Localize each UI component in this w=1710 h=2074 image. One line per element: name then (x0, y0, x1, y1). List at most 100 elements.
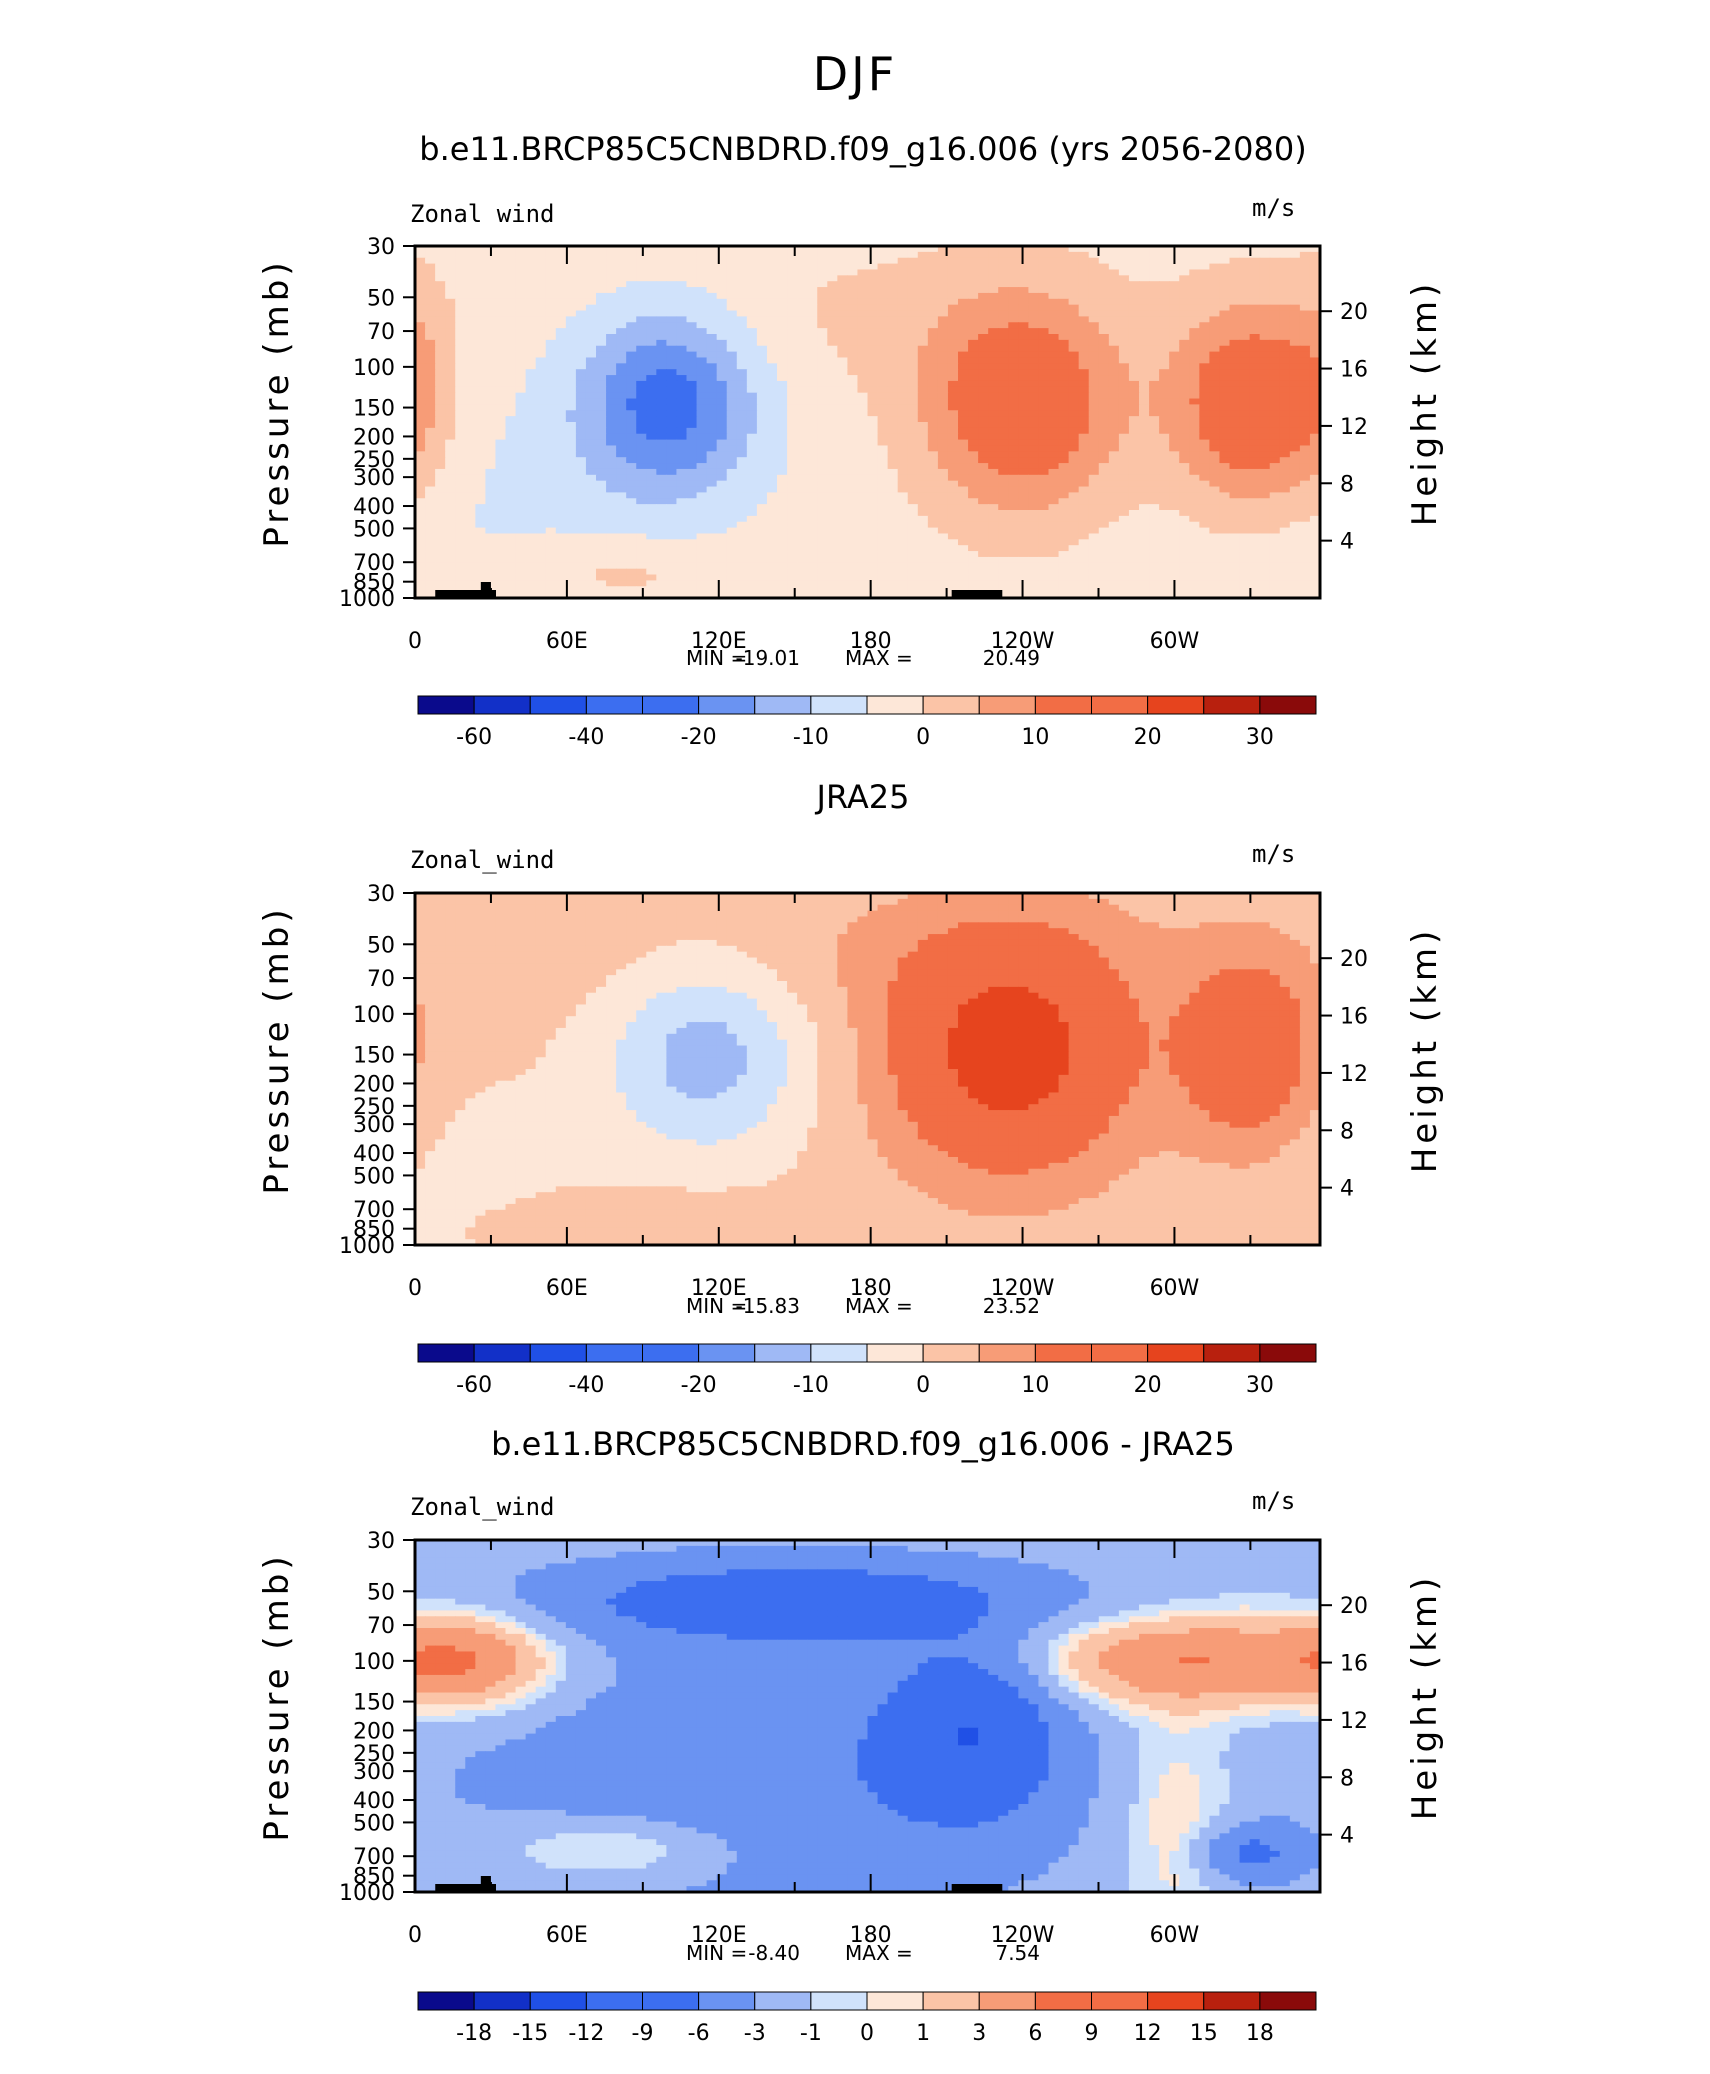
heatmap-cell (948, 522, 959, 528)
heatmap-cell (797, 393, 808, 399)
heatmap-cell (526, 322, 537, 328)
heatmap-cell (847, 557, 858, 563)
heatmap-cell (1008, 457, 1019, 463)
heatmap-cell (737, 528, 748, 534)
heatmap-cell (908, 305, 919, 311)
heatmap-cell (485, 264, 496, 270)
heatmap-cell (596, 498, 607, 504)
heatmap-cell (857, 264, 868, 270)
heatmap-cell (1219, 387, 1230, 393)
heatmap-cell (1038, 381, 1049, 387)
heatmap-cell (516, 510, 527, 516)
heatmap-cell (546, 299, 557, 305)
heatmap-cell (817, 451, 828, 457)
heatmap-cell (697, 533, 708, 539)
heatmap-cell (1230, 510, 1241, 516)
heatmap-cell (707, 287, 718, 293)
heatmap-cell (1079, 381, 1090, 387)
heatmap-cell (676, 481, 687, 487)
heatmap-cell (988, 363, 999, 369)
heatmap-cell (857, 387, 868, 393)
heatmap-cell (847, 545, 858, 551)
heatmap-cell (616, 387, 627, 393)
heatmap-cell (767, 346, 778, 352)
heatmap-cell (626, 440, 637, 446)
heatmap-cell (676, 393, 687, 399)
heatmap-cell (827, 416, 838, 422)
heatmap-cell (656, 316, 667, 322)
heatmap-cell (636, 404, 647, 410)
heatmap-cell (968, 375, 979, 381)
heatmap-cell (556, 528, 567, 534)
heatmap-cell (938, 264, 949, 270)
heatmap-cell (415, 428, 426, 434)
heatmap-cell (1089, 510, 1100, 516)
heatmap-cell (1189, 357, 1200, 363)
heatmap-cell (787, 287, 798, 293)
heatmap-cell (676, 369, 687, 375)
heatmap-cell (908, 528, 919, 534)
heatmap-cell (1089, 469, 1100, 475)
heatmap-cell (676, 416, 687, 422)
heatmap-cell (1099, 457, 1110, 463)
heatmap-cell (1199, 463, 1210, 469)
heatmap-cell (536, 375, 547, 381)
heatmap-cell (596, 492, 607, 498)
heatmap-cell (827, 481, 838, 487)
heatmap-cell (1270, 357, 1281, 363)
heatmap-cell (1129, 264, 1140, 270)
heatmap-cell (1300, 299, 1311, 305)
heatmap-cell (757, 481, 768, 487)
heatmap-cell (1109, 475, 1120, 481)
heatmap-cell (817, 293, 828, 299)
heatmap-cell (1069, 340, 1080, 346)
heatmap-cell (1159, 557, 1170, 563)
heatmap-cell (1139, 322, 1150, 328)
heatmap-cell (697, 487, 708, 493)
heatmap-cell (1270, 269, 1281, 275)
heatmap-cell (1028, 293, 1039, 299)
heatmap-cell (415, 334, 426, 340)
heatmap-cell (938, 557, 949, 563)
heatmap-cell (536, 404, 547, 410)
heatmap-cell (857, 393, 868, 399)
heatmap-cell (797, 281, 808, 287)
heatmap-cell (516, 440, 527, 446)
heatmap-cell (888, 346, 899, 352)
heatmap-cell (1179, 399, 1190, 405)
heatmap-cell (445, 539, 456, 545)
heatmap-cell (968, 328, 979, 334)
heatmap-cell (485, 445, 496, 451)
heatmap-cell (777, 357, 788, 363)
heatmap-cell (1280, 393, 1291, 399)
heatmap-cell (817, 481, 828, 487)
heatmap-cell (707, 516, 718, 522)
heatmap-cell (1240, 533, 1251, 539)
heatmap-cell (928, 269, 939, 275)
heatmap-cell (445, 346, 456, 352)
heatmap-cell (1129, 340, 1140, 346)
heatmap-cell (827, 311, 838, 317)
heatmap-cell (707, 510, 718, 516)
heatmap-cell (606, 334, 617, 340)
heatmap-cell (1049, 510, 1060, 516)
heatmap-cell (948, 533, 959, 539)
heatmap-cell (506, 340, 517, 346)
heatmap-cell (1240, 481, 1251, 487)
heatmap-cell (576, 463, 587, 469)
heatmap-cell (455, 305, 466, 311)
heatmap-cell (596, 522, 607, 528)
heatmap-cell (1149, 275, 1160, 281)
heatmap-cell (556, 334, 567, 340)
heatmap-cell (827, 287, 838, 293)
heatmap-cell (1049, 369, 1060, 375)
heatmap-cell (485, 363, 496, 369)
heatmap-cell (506, 539, 517, 545)
heatmap-cell (526, 451, 537, 457)
heatmap-cell (636, 252, 647, 258)
heatmap-cell (1149, 328, 1160, 334)
heatmap-cell (958, 269, 969, 275)
heatmap-cell (415, 387, 426, 393)
heatmap-cell (727, 410, 738, 416)
heatmap-cell (526, 316, 537, 322)
